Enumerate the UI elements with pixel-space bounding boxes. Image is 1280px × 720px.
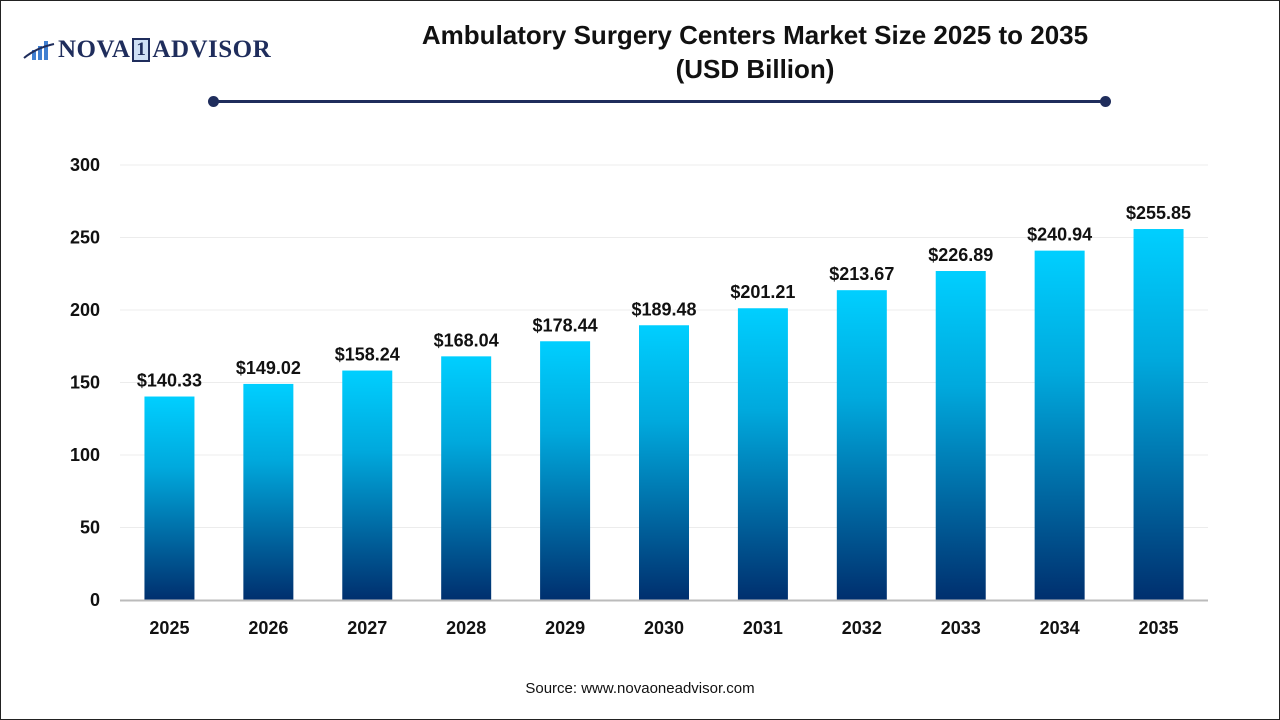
data-label: $149.02 xyxy=(236,358,301,378)
source-note: Source: www.novaoneadvisor.com xyxy=(525,680,755,697)
data-label: $213.67 xyxy=(829,264,894,284)
y-tick-label: 150 xyxy=(70,373,100,393)
bar xyxy=(1034,250,1085,600)
logo: NOVA 1 ADVISOR xyxy=(22,36,271,64)
bar xyxy=(639,325,689,600)
bar xyxy=(342,370,393,600)
bar xyxy=(243,383,294,600)
x-tick-label: 2029 xyxy=(545,618,585,638)
title-line: Ambulatory Surgery Centers Market Size 2… xyxy=(421,20,1089,50)
data-label: $140.33 xyxy=(137,371,202,391)
x-tick-label: 2026 xyxy=(248,618,288,638)
bar xyxy=(144,396,195,600)
logo-text: NOVA xyxy=(58,36,131,63)
data-label: $201.21 xyxy=(730,282,795,302)
data-label: $189.48 xyxy=(631,299,696,319)
y-tick-label: 200 xyxy=(70,300,100,320)
data-label: $226.89 xyxy=(928,245,993,265)
data-label: $178.44 xyxy=(533,315,598,335)
x-tick-label: 2033 xyxy=(941,618,981,638)
data-label: $240.94 xyxy=(1027,225,1092,245)
y-tick-label: 300 xyxy=(70,155,100,175)
x-tick-label: 2028 xyxy=(446,618,486,638)
title-rule xyxy=(213,100,1106,103)
x-tick-label: 2035 xyxy=(1139,618,1179,638)
y-tick-label: 0 xyxy=(90,590,100,610)
bar-chart-logo-icon xyxy=(23,41,55,60)
bar xyxy=(540,341,591,600)
bar xyxy=(836,290,887,600)
logo-text: ADVISOR xyxy=(152,36,272,63)
y-tick-label: 100 xyxy=(70,445,100,465)
bar xyxy=(737,308,788,600)
x-tick-label: 2027 xyxy=(347,618,387,638)
y-tick-label: 250 xyxy=(70,228,100,248)
x-tick-label: 2034 xyxy=(1040,618,1080,638)
bar xyxy=(935,271,986,600)
y-tick-label: 50 xyxy=(80,518,100,538)
x-tick-label: 2030 xyxy=(644,618,684,638)
bar xyxy=(441,356,492,600)
bar xyxy=(1133,229,1184,600)
data-label: $158.24 xyxy=(335,345,400,365)
subtitle-line: (USD Billion) xyxy=(675,54,835,84)
data-label: $168.04 xyxy=(434,330,499,350)
x-tick-label: 2031 xyxy=(743,618,783,638)
x-tick-label: 2032 xyxy=(842,618,882,638)
data-label: $255.85 xyxy=(1126,203,1191,223)
logo-one: 1 xyxy=(132,38,151,62)
chart-title: Ambulatory Surgery Centers Market Size 2… xyxy=(330,18,1180,86)
rule-dot xyxy=(1100,96,1111,107)
x-tick-label: 2025 xyxy=(149,618,189,638)
